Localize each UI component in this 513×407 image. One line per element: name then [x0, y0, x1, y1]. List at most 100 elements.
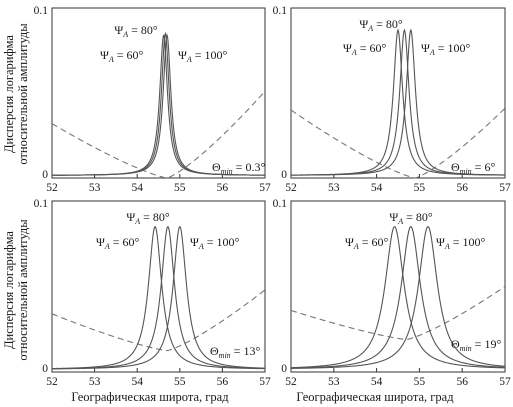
x-tick-label: 52 [285, 182, 297, 194]
dashed-reference-curve [290, 107, 506, 179]
x-tick-label: 52 [46, 182, 58, 194]
x-tick-label: 55 [414, 182, 426, 194]
x-axis-label-right: Географическая широта, град [296, 390, 454, 404]
annotation-value: = 0.3° [233, 160, 266, 174]
x-tick-label: 54 [131, 182, 143, 194]
y-tick-label: 0.1 [34, 5, 49, 17]
annotation-4: Θmin = 6° [451, 160, 495, 176]
y-tick-label: 0.1 [273, 198, 288, 210]
annotation-subscript: A [108, 55, 114, 64]
series-line-1 [290, 226, 506, 369]
annotation-subscript: A [134, 217, 140, 226]
annotation-base: Θ [212, 160, 221, 174]
y-tick-label: 0 [281, 169, 287, 181]
annotation-2: ΨA = 60° [96, 235, 140, 251]
plot-frame [51, 200, 266, 373]
annotation-subscript: A [198, 242, 204, 251]
x-axis-label-left: Географическая широта, град [71, 390, 229, 404]
annotation-subscript: A [367, 24, 373, 33]
x-tick-label: 53 [89, 376, 101, 388]
annotation-value: = 100° [192, 48, 228, 62]
annotation-value: = 100° [450, 235, 486, 249]
annotation-subscript: A [186, 55, 192, 64]
y-axis-label-top-line2: относительной амплитуды [16, 23, 30, 165]
annotation-3: ΨA = 100° [436, 235, 486, 251]
annotation-base: Ψ [436, 235, 445, 249]
x-tick-label: 52 [46, 376, 58, 388]
plot-frame [290, 7, 506, 179]
annotation-4: Θmin = 0.3° [212, 160, 265, 176]
annotation-value: = 80° [128, 23, 158, 37]
annotation-base: Ψ [96, 235, 105, 249]
x-tick-label: 57 [499, 376, 511, 388]
annotation-base: Ψ [100, 48, 109, 62]
annotation-base: Ψ [389, 210, 398, 224]
annotation-subscript: A [444, 242, 450, 251]
annotation-subscript: min [460, 344, 472, 353]
series-line-3 [290, 28, 505, 176]
annotation-1: ΨA = 80° [359, 17, 403, 33]
annotation-1: ΨA = 80° [114, 23, 158, 39]
x-tick-label: 53 [328, 182, 340, 194]
x-tick-label: 54 [131, 376, 143, 388]
x-tick-label: 52 [285, 376, 297, 388]
annotation-1: ΨA = 80° [126, 210, 170, 226]
y-tick-label: 0 [42, 169, 48, 181]
annotation-base: Θ [451, 337, 460, 351]
annotation-3: ΨA = 100° [190, 235, 240, 251]
annotation-2: ΨA = 60° [345, 235, 389, 251]
annotation-value: = 19° [472, 337, 502, 351]
annotation-base: Ψ [178, 48, 187, 62]
annotation-subscript: A [122, 30, 128, 39]
series-line-3 [52, 225, 266, 370]
x-tick-label: 55 [414, 376, 426, 388]
x-tick-label: 56 [217, 376, 229, 388]
x-tick-label: 53 [89, 182, 101, 194]
x-tick-label: 55 [174, 182, 186, 194]
annotation-value: = 60° [359, 235, 389, 249]
annotation-base: Ψ [343, 41, 352, 55]
x-tick-label: 57 [259, 376, 271, 388]
annotation-value: = 80° [373, 17, 403, 31]
x-tick-label: 53 [328, 376, 340, 388]
annotation-value: = 100° [204, 235, 240, 249]
annotation-base: Ψ [345, 235, 354, 249]
x-tick-label: 56 [456, 182, 468, 194]
y-tick-label: 0 [281, 363, 287, 375]
series-line-1 [51, 226, 265, 370]
annotation-base: Ψ [126, 210, 135, 224]
annotation-4: Θmin = 13° [210, 344, 260, 360]
annotation-value: = 80° [140, 210, 170, 224]
x-tick-label: 54 [371, 376, 383, 388]
y-axis-label-bottom-line2: относительной амплитуды [16, 219, 30, 361]
annotation-value: = 6° [472, 160, 496, 174]
x-tick-label: 54 [371, 182, 383, 194]
annotation-3: ΨA = 100° [178, 48, 228, 64]
x-tick-label: 56 [456, 376, 468, 388]
annotation-subscript: A [429, 48, 435, 57]
annotation-subscript: min [219, 351, 231, 360]
annotation-value: = 80° [403, 210, 433, 224]
annotation-value: = 60° [357, 41, 387, 55]
dashed-reference-curve [290, 286, 506, 341]
annotation-1: ΨA = 80° [389, 210, 433, 226]
annotation-base: Θ [451, 160, 460, 174]
annotation-2: ΨA = 60° [100, 48, 144, 64]
y-axis-label-bottom-line1: Дисперсия логарифма [2, 231, 16, 349]
annotation-subscript: min [221, 167, 233, 176]
y-tick-label: 0.1 [273, 5, 288, 17]
series-line-2 [290, 226, 506, 369]
annotation-subscript: A [397, 217, 403, 226]
annotation-base: Ψ [359, 17, 368, 31]
x-tick-label: 55 [174, 376, 186, 388]
annotation-base: Θ [210, 344, 219, 358]
y-tick-label: 0.1 [34, 198, 49, 210]
y-axis-label-top-line1: Дисперсия логарифма [2, 35, 16, 153]
series-line-3 [290, 226, 506, 369]
